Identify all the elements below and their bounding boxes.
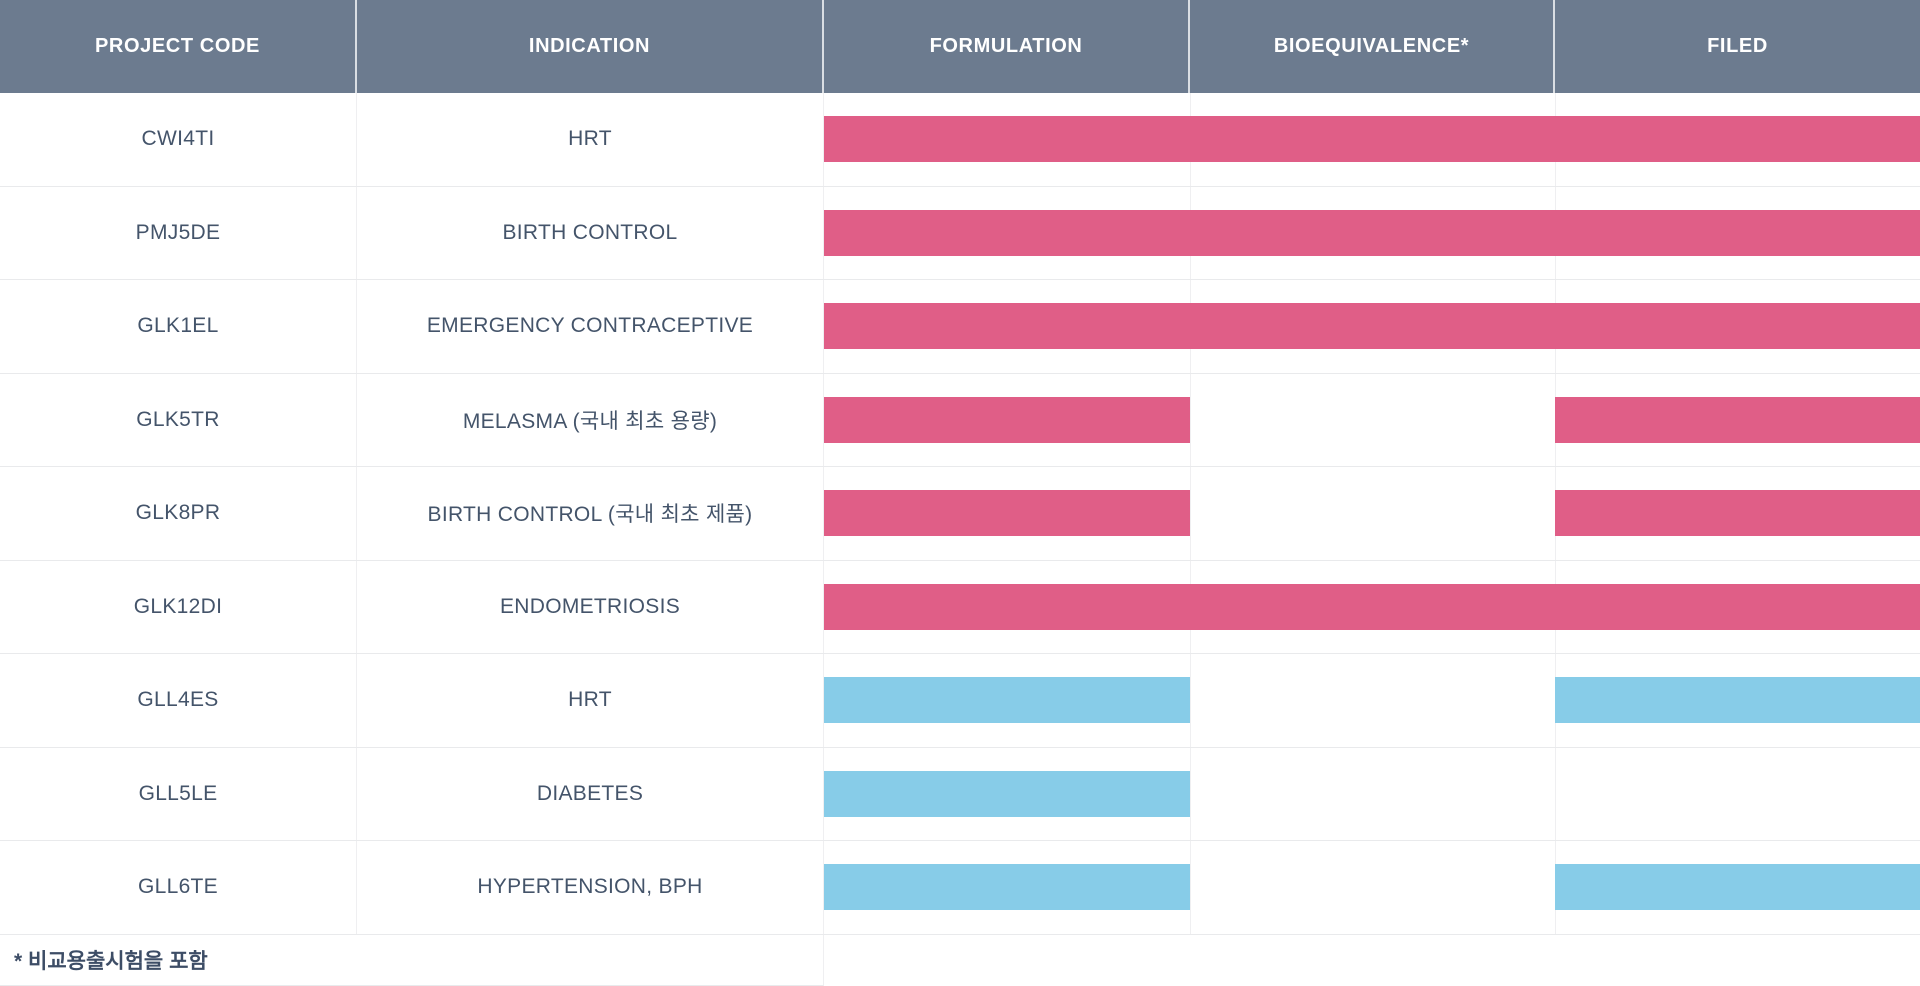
column-divider xyxy=(1190,841,1191,934)
indication-cell: ENDOMETRIOSIS xyxy=(357,560,824,653)
stage-bar xyxy=(1555,864,1920,911)
column-divider xyxy=(1190,467,1191,560)
indication-cell: EMERGENCY CONTRACEPTIVE xyxy=(357,280,824,373)
stage-track xyxy=(824,560,1920,653)
table-row: GLK12DI ENDOMETRIOSIS xyxy=(0,560,1920,654)
column-divider xyxy=(1190,747,1191,840)
indication-cell: HRT xyxy=(357,93,824,186)
stage-track xyxy=(824,467,1920,560)
stage-bar xyxy=(824,770,1190,817)
stage-bar xyxy=(824,583,1920,630)
stage-bar xyxy=(824,677,1190,724)
indication-cell: HRT xyxy=(357,654,824,747)
project-code-cell: GLK1EL xyxy=(0,280,357,373)
stage-bar xyxy=(1555,396,1920,443)
table-row: PMJ5DE BIRTH CONTROL xyxy=(0,186,1920,280)
stage-track xyxy=(824,841,1920,934)
table-row: GLL6TE HYPERTENSION, BPH xyxy=(0,841,1920,935)
stage-track xyxy=(824,747,1920,840)
table-row: CWI4TI HRT xyxy=(0,93,1920,187)
project-code-cell: GLK8PR xyxy=(0,467,357,560)
column-divider xyxy=(1190,654,1191,747)
table-row: GLL4ES HRT xyxy=(0,654,1920,748)
table-header-row: PROJECT CODE INDICATION FORMULATION BIOE… xyxy=(0,0,1920,93)
indication-cell: HYPERTENSION, BPH xyxy=(357,841,824,934)
table-row: GLL5LE DIABETES xyxy=(0,747,1920,841)
stage-bar xyxy=(824,209,1920,256)
column-divider xyxy=(1190,373,1191,466)
header-indication: INDICATION xyxy=(357,0,824,93)
indication-cell: BIRTH CONTROL (국내 최초 제품) xyxy=(357,467,824,560)
stage-bar xyxy=(824,303,1920,350)
table-body: CWI4TI HRT PMJ5DE BIRTH CONTROL GLK1EL E… xyxy=(0,93,1920,935)
indication-cell: MELASMA (국내 최초 용량) xyxy=(357,373,824,466)
header-project-code: PROJECT CODE xyxy=(0,0,357,93)
stage-bar xyxy=(824,396,1190,443)
stage-bar xyxy=(1555,490,1920,537)
stage-track xyxy=(824,373,1920,466)
table-row: GLK1EL EMERGENCY CONTRACEPTIVE xyxy=(0,280,1920,374)
header-formulation: FORMULATION xyxy=(824,0,1190,93)
stage-bar xyxy=(824,864,1190,911)
indication-cell: BIRTH CONTROL xyxy=(357,186,824,279)
project-code-cell: GLK12DI xyxy=(0,560,357,653)
stage-track xyxy=(824,186,1920,279)
column-divider xyxy=(1555,747,1556,840)
stage-bar xyxy=(824,116,1920,163)
stage-bar xyxy=(1555,677,1920,724)
project-code-cell: GLL4ES xyxy=(0,654,357,747)
footnote-row: * 비교용출시험을 포함 xyxy=(0,934,1920,986)
stage-track xyxy=(824,93,1920,186)
table-row: GLK5TR MELASMA (국내 최초 용량) xyxy=(0,373,1920,467)
indication-cell: DIABETES xyxy=(357,747,824,840)
header-bioequivalence: BIOEQUIVALENCE* xyxy=(1190,0,1555,93)
project-code-cell: GLL5LE xyxy=(0,747,357,840)
stage-track xyxy=(824,280,1920,373)
table-row: GLK8PR BIRTH CONTROL (국내 최초 제품) xyxy=(0,467,1920,561)
header-filed: FILED xyxy=(1707,35,1768,57)
footnote: * 비교용출시험을 포함 xyxy=(0,934,824,986)
project-code-cell: CWI4TI xyxy=(0,93,357,186)
project-code-cell: PMJ5DE xyxy=(0,186,357,279)
project-code-cell: GLK5TR xyxy=(0,373,357,466)
stage-bar xyxy=(824,490,1190,537)
project-code-cell: GLL6TE xyxy=(0,841,357,934)
stage-track xyxy=(824,654,1920,747)
